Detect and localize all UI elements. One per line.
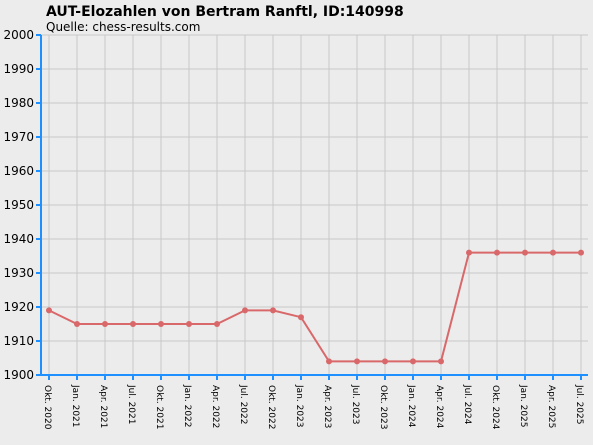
data-point xyxy=(270,307,276,314)
y-tick-label: 1900 xyxy=(3,368,34,382)
data-point xyxy=(102,321,108,327)
y-tick-label: 1980 xyxy=(3,96,34,110)
data-point xyxy=(214,321,220,327)
y-tick-label: 1910 xyxy=(3,334,34,348)
x-tick-label: Apr. 2025 xyxy=(546,385,556,428)
data-point xyxy=(438,358,444,365)
x-tick-label: Jul. 2024 xyxy=(462,384,472,425)
data-point xyxy=(578,249,584,256)
x-tick-label: Jan. 2023 xyxy=(294,384,304,428)
x-tick-label: Jul. 2022 xyxy=(238,384,248,425)
x-tick-label: Jan. 2025 xyxy=(518,384,528,428)
y-tick-label: 1940 xyxy=(3,232,34,246)
y-tick-label: 1930 xyxy=(3,266,34,280)
y-tick-label: 1950 xyxy=(3,198,34,212)
x-tick-label: Jul. 2021 xyxy=(126,384,136,425)
data-point xyxy=(130,321,136,327)
data-point xyxy=(186,321,192,327)
chart-title: AUT-Elozahlen von Bertram Ranftl, ID:140… xyxy=(46,4,404,20)
x-tick-label: Okt. 2021 xyxy=(154,385,164,429)
chart-subtitle: Quelle: chess-results.com xyxy=(46,20,200,34)
data-line xyxy=(48,251,581,363)
x-tick-label: Jan. 2022 xyxy=(182,384,192,428)
x-tick-label: Jan. 2024 xyxy=(406,384,416,428)
data-point xyxy=(522,249,528,256)
y-tick-label: 1960 xyxy=(3,164,34,178)
data-point xyxy=(74,321,80,327)
data-point xyxy=(326,358,332,365)
y-tick-label: 1970 xyxy=(3,130,34,144)
x-tick-label: Apr. 2022 xyxy=(210,385,220,428)
x-tick-label: Jul. 2023 xyxy=(350,384,360,425)
x-tick-label: Apr. 2021 xyxy=(98,385,108,428)
x-tick-label: Okt. 2022 xyxy=(266,385,276,429)
data-point xyxy=(46,307,52,314)
x-tick-label: Okt. 2023 xyxy=(378,385,388,429)
data-point xyxy=(382,358,388,365)
x-tick-label: Jan. 2021 xyxy=(70,384,80,428)
x-tick-label: Apr. 2023 xyxy=(322,385,332,428)
data-point xyxy=(550,249,556,256)
data-point xyxy=(466,249,472,256)
x-tick-label: Apr. 2024 xyxy=(434,385,444,429)
data-point xyxy=(242,307,248,314)
x-tick-label: Okt. 2024 xyxy=(490,385,500,430)
data-point xyxy=(410,358,416,365)
data-point xyxy=(158,321,164,327)
data-point xyxy=(354,358,360,365)
data-point xyxy=(298,314,304,321)
x-tick-label: Okt. 2020 xyxy=(42,385,52,430)
y-tick-label: 2000 xyxy=(3,28,34,42)
y-tick-label: 1990 xyxy=(3,62,34,76)
data-point xyxy=(494,249,500,256)
x-tick-label: Jul. 2025 xyxy=(574,384,584,425)
y-tick-label: 1920 xyxy=(3,300,34,314)
